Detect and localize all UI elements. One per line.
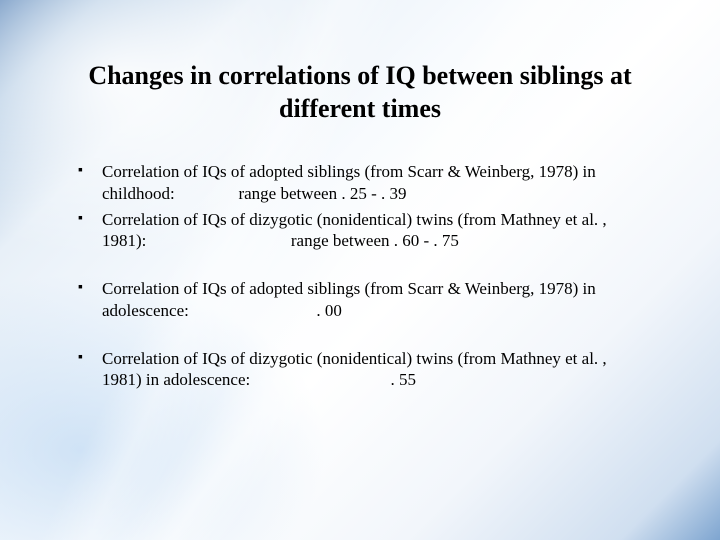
bullet-line1: Correlation of IQs of dizygotic (noniden…: [102, 349, 607, 368]
bullet-line2: 1981): range between . 60 - . 75: [102, 230, 670, 252]
bullet-list: Correlation of IQs of adopted siblings (…: [50, 161, 670, 391]
bullet-line1: Correlation of IQs of adopted siblings (…: [102, 162, 596, 181]
bullet-item: Correlation of IQs of adopted siblings (…: [78, 278, 670, 322]
bullet-line1: Correlation of IQs of adopted siblings (…: [102, 279, 596, 298]
slide-title: Changes in correlations of IQ between si…: [50, 60, 670, 125]
bullet-line2: adolescence: . 00: [102, 300, 670, 322]
slide: Changes in correlations of IQ between si…: [0, 0, 720, 540]
bullet-line2: childhood: range between . 25 - . 39: [102, 183, 670, 205]
bullet-item: Correlation of IQs of dizygotic (noniden…: [78, 209, 670, 253]
bullet-line1: Correlation of IQs of dizygotic (noniden…: [102, 210, 607, 229]
bullet-item: Correlation of IQs of dizygotic (noniden…: [78, 348, 670, 392]
bullet-item: Correlation of IQs of adopted siblings (…: [78, 161, 670, 205]
bullet-line2: 1981) in adolescence: . 55: [102, 369, 670, 391]
